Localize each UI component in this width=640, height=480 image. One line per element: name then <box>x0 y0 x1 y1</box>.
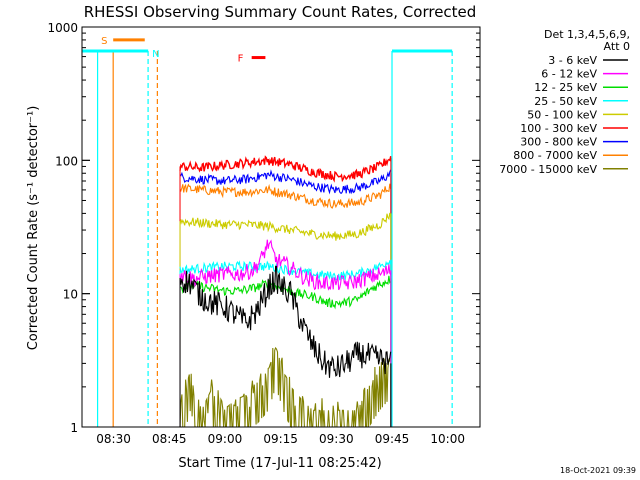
legend-label: 50 - 100 keV <box>527 108 597 121</box>
x-tick-label: 09:30 <box>319 432 354 446</box>
flag-label-f: F <box>238 54 244 65</box>
legend-label: 800 - 7000 keV <box>513 149 597 162</box>
x-tick-label: 10:00 <box>430 432 465 446</box>
x-tick-label: 09:45 <box>375 432 410 446</box>
series-line-7000-15000-kev <box>179 346 392 428</box>
y-axis-label: Corrected Count Rate (s⁻¹ detector⁻¹) <box>26 106 41 351</box>
legend-label: 100 - 300 keV <box>520 122 597 135</box>
series-line-25-50-kev <box>179 260 392 281</box>
x-tick-label: 09:15 <box>263 432 298 446</box>
legend-label: 25 - 50 keV <box>534 95 597 108</box>
series-line-6-12-kev <box>179 239 392 291</box>
legend-label: 3 - 6 keV <box>548 54 597 67</box>
series-line-100-300-kev <box>179 155 392 183</box>
x-axis-label: Start Time (17-Jul-11 08:25:42) <box>178 456 381 471</box>
flag-label-n: N <box>152 49 159 60</box>
y-tick-label: 10 <box>63 288 78 302</box>
series-line-800-7000-kev <box>179 183 392 209</box>
x-tick-label: 08:30 <box>96 432 131 446</box>
series-line-3-6-kev <box>179 265 392 378</box>
plot-frame <box>81 26 481 428</box>
series-line-50-100-kev <box>179 212 392 241</box>
legend-label: 6 - 12 keV <box>541 68 597 81</box>
legend-label: 7000 - 15000 keV <box>499 163 597 176</box>
x-tick-label: 09:00 <box>208 432 243 446</box>
legend-header-0: Det 1,3,4,5,6,9, <box>544 28 630 41</box>
x-tick-label: 08:45 <box>152 432 187 446</box>
plot-area: S N F <box>82 36 453 428</box>
legend-header-1: Att 0 <box>604 40 630 53</box>
series-line-300-800-kev <box>179 169 392 195</box>
y-tick-label: 1 <box>70 421 78 435</box>
flag-label-s: S <box>101 36 107 47</box>
axes: 1 10 100 1000 08:30 08:45 09:00 09:15 09:30 09:45… <box>47 21 481 446</box>
y-tick-label: 100 <box>55 154 78 168</box>
chart-title: RHESSI Observing Summary Count Rates, Co… <box>84 3 477 21</box>
footer-timestamp: 18-Oct-2021 09:39 <box>560 466 636 475</box>
y-tick-label: 1000 <box>47 21 78 35</box>
legend-label: 300 - 800 keV <box>520 136 597 149</box>
legend-label: 12 - 25 keV <box>534 81 597 94</box>
